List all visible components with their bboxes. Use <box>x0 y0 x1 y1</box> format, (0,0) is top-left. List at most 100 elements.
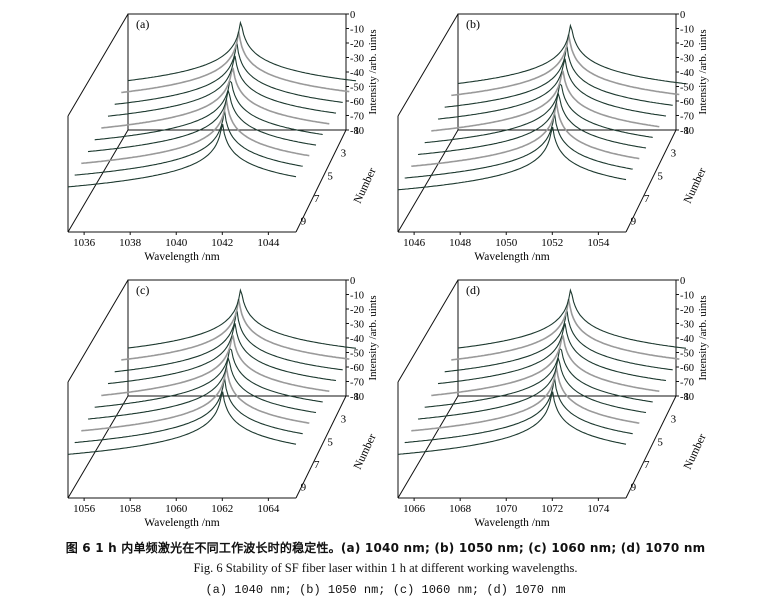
y-tick-label: 9 <box>631 216 637 228</box>
z-tick-label: -80 <box>350 126 364 137</box>
back-wall <box>127 279 347 397</box>
spectrum-trace-8 <box>444 309 673 373</box>
spectrum-trace-9 <box>451 298 680 361</box>
spectrum-trace-1 <box>67 391 297 455</box>
y-tick-label: 7 <box>314 459 320 471</box>
floor-edges <box>397 395 677 499</box>
z-tick-label: -10 <box>680 291 694 302</box>
x-tick-label: 1048 <box>449 237 472 249</box>
spectrum-trace-1 <box>397 126 627 191</box>
y-tick-label: 9 <box>631 482 637 494</box>
spectrum-trace-4 <box>87 357 317 420</box>
z-tick-label: -60 <box>680 363 694 374</box>
spectrum-trace-8 <box>114 309 343 373</box>
z-tick-label: -30 <box>680 320 694 331</box>
z-tick-label: -40 <box>680 334 694 345</box>
y-tick-label: 5 <box>327 170 333 182</box>
y-tick-label: 5 <box>657 170 663 182</box>
chart-panel-a: 1036 1038 1040 1042 1044 Wavelength /nm 0 -10 -2… <box>67 10 379 263</box>
chart-panel-d: 1066 1068 1070 1072 1074 Wavelength /nm 0 -10 -2… <box>397 276 709 529</box>
x-tick-label: 1058 <box>119 503 142 515</box>
spectrum-trace-9 <box>121 31 350 94</box>
spectrum-trace-7 <box>107 323 337 385</box>
caption-chinese: 图 6 1 h 内单频激光在不同工作波长时的稳定性。(a) 1040 nm; (… <box>65 541 706 555</box>
y-axis-label: Number <box>352 166 379 205</box>
spectrum-trace-3 <box>81 99 310 165</box>
left-face <box>67 279 129 498</box>
z-tick-label: 0 <box>350 276 355 287</box>
z-tick-label: -60 <box>350 363 364 374</box>
spectrum-trace-1 <box>67 124 297 188</box>
x-tick-label: 1040 <box>165 237 188 249</box>
chart-panel-c: 1056 1058 1060 1062 1064 Wavelength /nm 0 -10 -2… <box>67 276 379 529</box>
z-tick-label: -50 <box>350 83 364 94</box>
y-axis-label: Number <box>682 166 709 205</box>
x-tick-label: 1046 <box>403 237 426 249</box>
x-tick-label: 1056 <box>73 503 96 515</box>
y-tick-label: 1 <box>354 125 360 137</box>
z-tick-label: -30 <box>680 54 694 65</box>
z-tick-label: -80 <box>680 392 694 403</box>
panel-label: (a) <box>136 17 149 31</box>
floor-edges <box>397 129 677 233</box>
z-tick-label: -60 <box>680 97 694 108</box>
x-tick-label: 1052 <box>541 237 563 249</box>
z-tick-label: -40 <box>350 68 364 79</box>
spectrum-trace-1 <box>397 391 627 455</box>
y-tick-label: 7 <box>644 193 650 205</box>
chart-panel-b: 1046 1048 1050 1052 1054 Wavelength /nm 0 -10 -2… <box>397 10 709 263</box>
z-tick-label: 0 <box>680 10 685 21</box>
spectrum-trace-6 <box>431 70 660 132</box>
spectrum-trace-10 <box>457 288 687 349</box>
back-wall <box>127 13 347 131</box>
x-tick-label: 1036 <box>73 237 96 249</box>
y-tick-label: 1 <box>354 391 360 403</box>
x-tick-label: 1054 <box>587 237 610 249</box>
panel-label: (b) <box>466 17 480 31</box>
z-axis-label: Intensity /arb. uints <box>367 29 379 114</box>
spectrum-trace-5 <box>94 80 323 141</box>
y-tick-label: 7 <box>644 459 650 471</box>
z-axis-label: Intensity /arb. uints <box>697 29 709 114</box>
y-tick-label: 3 <box>671 414 677 426</box>
left-face <box>67 13 129 232</box>
x-axis-label: Wavelength /nm <box>144 251 219 263</box>
z-tick-label: -10 <box>350 25 364 36</box>
z-tick-label: -30 <box>350 54 364 65</box>
y-tick-label: 1 <box>684 125 690 137</box>
y-tick-label: 5 <box>657 436 663 448</box>
x-tick-label: 1042 <box>211 237 233 249</box>
spectrum-trace-9 <box>121 298 350 361</box>
x-tick-label: 1038 <box>119 237 142 249</box>
spectrum-trace-9 <box>451 34 680 97</box>
left-face <box>397 279 459 498</box>
panel-label: (d) <box>466 283 480 297</box>
left-face <box>397 13 459 232</box>
spectrum-trace-5 <box>424 347 653 408</box>
spectrum-trace-2 <box>74 377 303 444</box>
z-tick-label: -70 <box>350 378 364 389</box>
z-tick-label: -50 <box>350 349 364 360</box>
spectrum-trace-3 <box>411 366 640 432</box>
spectrum-trace-8 <box>444 44 673 108</box>
y-tick-label: 3 <box>341 148 347 160</box>
y-axis-label: Number <box>682 432 709 471</box>
x-tick-label: 1044 <box>257 237 280 249</box>
z-tick-label: -20 <box>350 305 364 316</box>
y-tick-label: 3 <box>341 414 347 426</box>
z-tick-label: -80 <box>350 392 364 403</box>
z-tick-label: -60 <box>350 97 364 108</box>
z-tick-label: -30 <box>350 320 364 331</box>
panel-label: (c) <box>136 283 149 297</box>
z-axis-label: Intensity /arb. uints <box>697 295 709 380</box>
y-axis-label: Number <box>352 432 379 471</box>
spectrum-trace-8 <box>114 41 343 105</box>
spectrum-trace-2 <box>404 377 633 444</box>
x-tick-label: 1070 <box>495 503 518 515</box>
x-tick-label: 1068 <box>449 503 472 515</box>
spectrum-trace-3 <box>411 101 640 167</box>
x-tick-label: 1064 <box>257 503 280 515</box>
z-tick-label: -20 <box>680 305 694 316</box>
z-tick-label: -20 <box>680 39 694 50</box>
